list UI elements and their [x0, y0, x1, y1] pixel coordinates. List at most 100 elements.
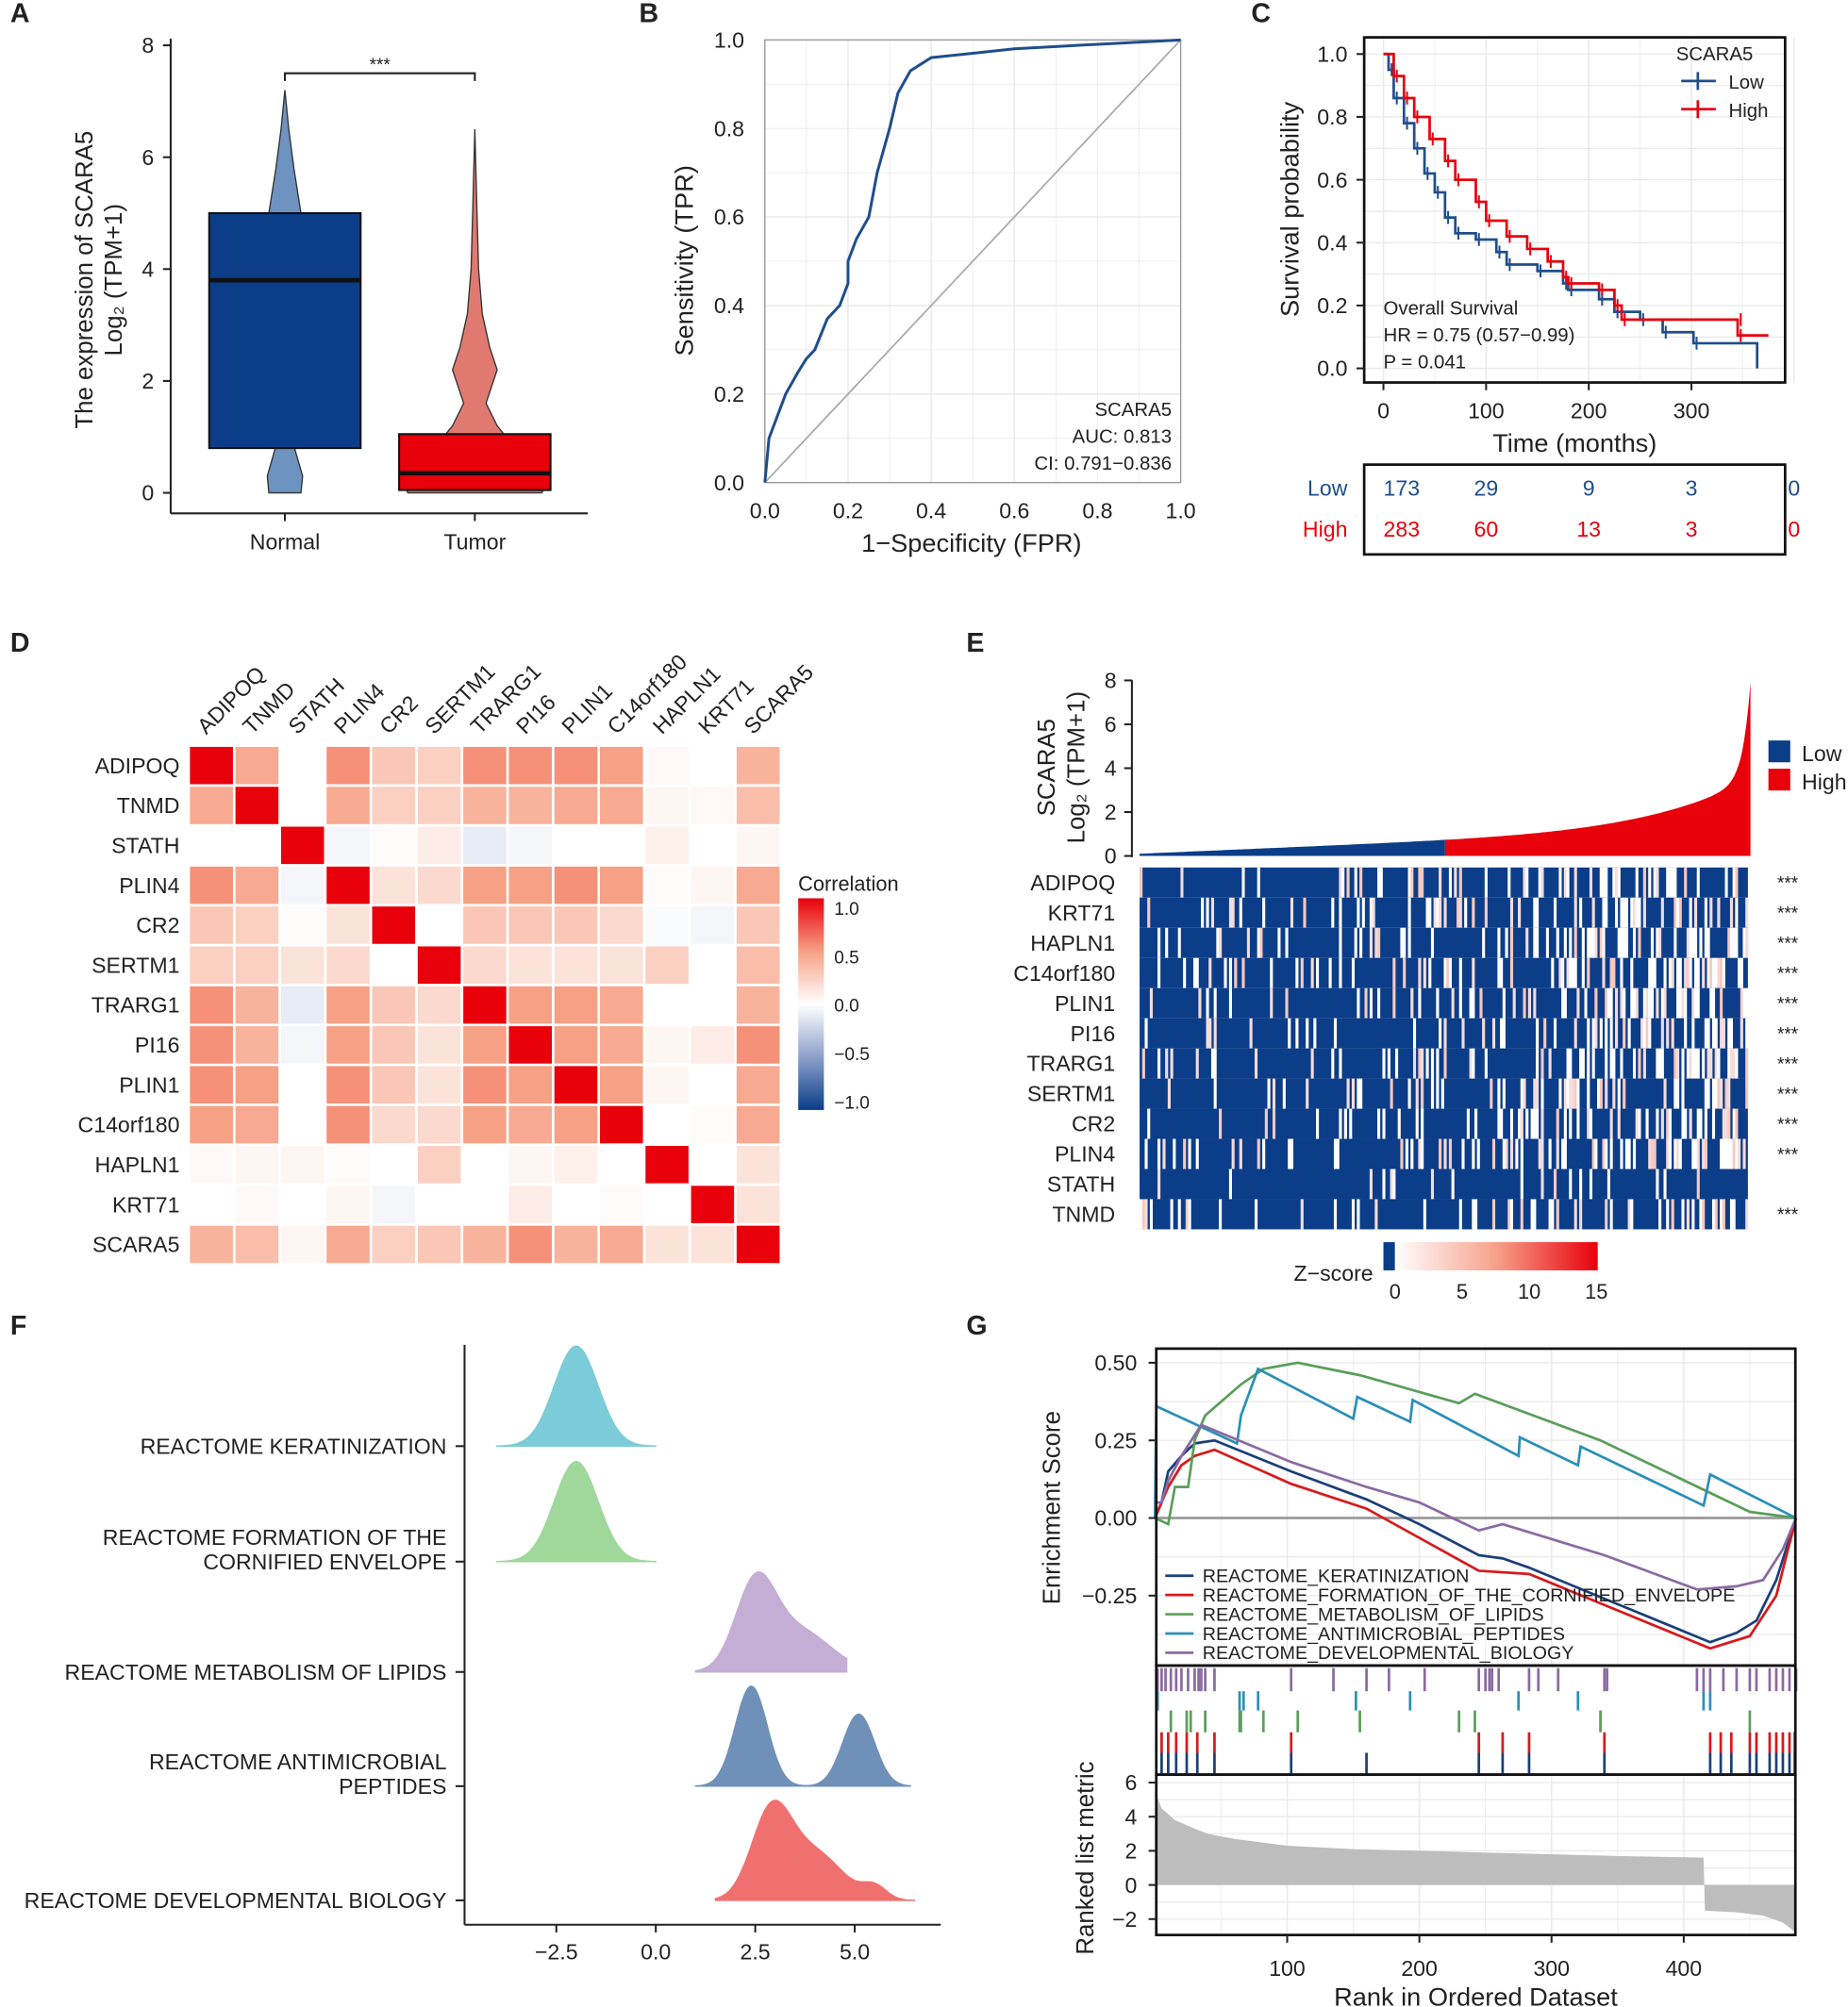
heatmap-cell [1693, 957, 1698, 988]
heatmap-cell [190, 1105, 233, 1144]
heatmap-cell [1270, 957, 1274, 988]
heatmap-cell [372, 1146, 416, 1184]
heatmap-cell [554, 986, 598, 1024]
y-tick-label: 0.25 [1094, 1428, 1137, 1452]
row-label: PLIN1 [119, 1072, 179, 1097]
heatmap-cell [1696, 867, 1700, 898]
heatmap-cell [1228, 987, 1232, 1019]
heatmap-cell [1623, 1018, 1626, 1049]
heatmap-cell [1714, 1078, 1718, 1109]
heatmap-cell [1738, 1138, 1741, 1169]
heatmap-cell [508, 1146, 552, 1184]
heatmap-cell [1735, 927, 1739, 958]
heatmap-cell [1458, 897, 1462, 928]
heatmap-cell [554, 746, 598, 785]
heatmap-cell [1684, 987, 1688, 1019]
heatmap-cell [1195, 1138, 1199, 1169]
heatmap-cell [1612, 1048, 1616, 1079]
y-tick-label: 0 [142, 481, 154, 506]
risk-row-label: Low [1307, 475, 1348, 500]
y-tick-label: 0.8 [714, 116, 744, 141]
heatmap-cell [1648, 957, 1652, 988]
row-label: PLIN4 [1055, 1142, 1115, 1167]
heatmap-cell [645, 906, 689, 944]
x-tick-label: 0.6 [999, 499, 1029, 523]
heatmap-cell [1556, 1108, 1559, 1139]
heatmap-cell [1630, 1199, 1634, 1230]
heatmap-cell [599, 1186, 643, 1223]
colorbar-tick-label: 0.5 [834, 948, 858, 968]
heatmap-cell [1612, 1078, 1616, 1109]
heatmap-cell [1612, 867, 1616, 898]
row-label: ADIPOQ [95, 754, 180, 778]
heatmap-cell [326, 1066, 370, 1103]
heatmap-cell [1382, 1048, 1386, 1079]
heatmap-cell [1711, 957, 1716, 988]
heatmap-cell [1306, 1078, 1309, 1109]
heatmap-cell [1540, 1078, 1544, 1109]
heatmap-cell [1310, 957, 1314, 988]
heatmap-cell [1556, 1138, 1559, 1169]
heatmap-cell [1668, 1138, 1673, 1169]
heatmap-cell [417, 1225, 461, 1264]
heatmap-cell [1581, 957, 1585, 988]
heatmap-cell [1538, 1138, 1541, 1169]
heatmap-cell [1620, 1048, 1623, 1079]
heatmap-cell [1656, 927, 1659, 958]
heatmap-cell [1548, 1138, 1552, 1169]
heatmap-cell [1553, 1018, 1557, 1049]
heatmap-cell [1439, 897, 1442, 928]
row-label: ADIPOQ [1030, 871, 1115, 895]
heatmap-cell [1472, 987, 1475, 1019]
heatmap-cell [1157, 927, 1161, 958]
heatmap-cell [1144, 1018, 1148, 1049]
heatmap-cell [1540, 1108, 1544, 1139]
expression-area-low [1140, 839, 1445, 856]
heatmap-cell [280, 1186, 325, 1223]
heatmap-cell [190, 866, 233, 904]
colorbar-tick-label: −0.5 [834, 1045, 870, 1065]
heatmap-cell [1553, 1169, 1557, 1200]
panel-label: B [639, 0, 658, 28]
heatmap-cell [1742, 1138, 1746, 1169]
colorbar [798, 898, 824, 1110]
survival-curve-low [1383, 52, 1759, 369]
pathway-label: REACTOME ANTIMICROBIAL [149, 1750, 447, 1774]
y-tick-label: 0 [1124, 1873, 1137, 1898]
heatmap-cell [1556, 1199, 1559, 1230]
heatmap-cell [736, 1146, 780, 1184]
heatmap-cell [1571, 957, 1575, 988]
legend-label: REACTOME_ANTIMICROBIAL_PEPTIDES [1203, 1624, 1565, 1645]
heatmap-cell [691, 946, 735, 985]
heatmap-cell [1149, 987, 1154, 1019]
heatmap-cell [1699, 927, 1703, 958]
heatmap-cell [599, 787, 643, 824]
heatmap-cell [1711, 987, 1716, 1019]
heatmap-cell [1566, 867, 1570, 898]
heatmap-cell [645, 787, 689, 824]
heatmap-cell [1410, 1138, 1414, 1169]
heatmap-cell [554, 906, 598, 944]
heatmap-cell [1177, 1199, 1181, 1230]
heatmap-cell [1558, 867, 1562, 898]
heatmap-cell [1663, 987, 1667, 1019]
heatmap-cell [1369, 927, 1374, 958]
heatmap-cell [1681, 1199, 1685, 1230]
heatmap-cell [1722, 957, 1725, 988]
heatmap-cell [1704, 927, 1707, 958]
heatmap-cell [1264, 1108, 1268, 1139]
heatmap-cell [1668, 957, 1673, 988]
heatmap-cell [1691, 1018, 1695, 1049]
heatmap-cell [1369, 897, 1374, 928]
heatmap-cell [1288, 1138, 1291, 1169]
heatmap-cell [1418, 957, 1422, 988]
heatmap-cell [1709, 987, 1713, 1019]
heatmap-cell [372, 746, 416, 785]
y-tick-label: 0.4 [714, 293, 744, 318]
heatmap-cell [1548, 1048, 1552, 1079]
risk-row-label: High [1303, 517, 1348, 541]
heatmap-cell [1722, 1018, 1725, 1049]
heatmap-cell [1602, 1138, 1606, 1169]
zscore-tick-label: 15 [1585, 1280, 1607, 1303]
heatmap-cell [1382, 1169, 1386, 1200]
